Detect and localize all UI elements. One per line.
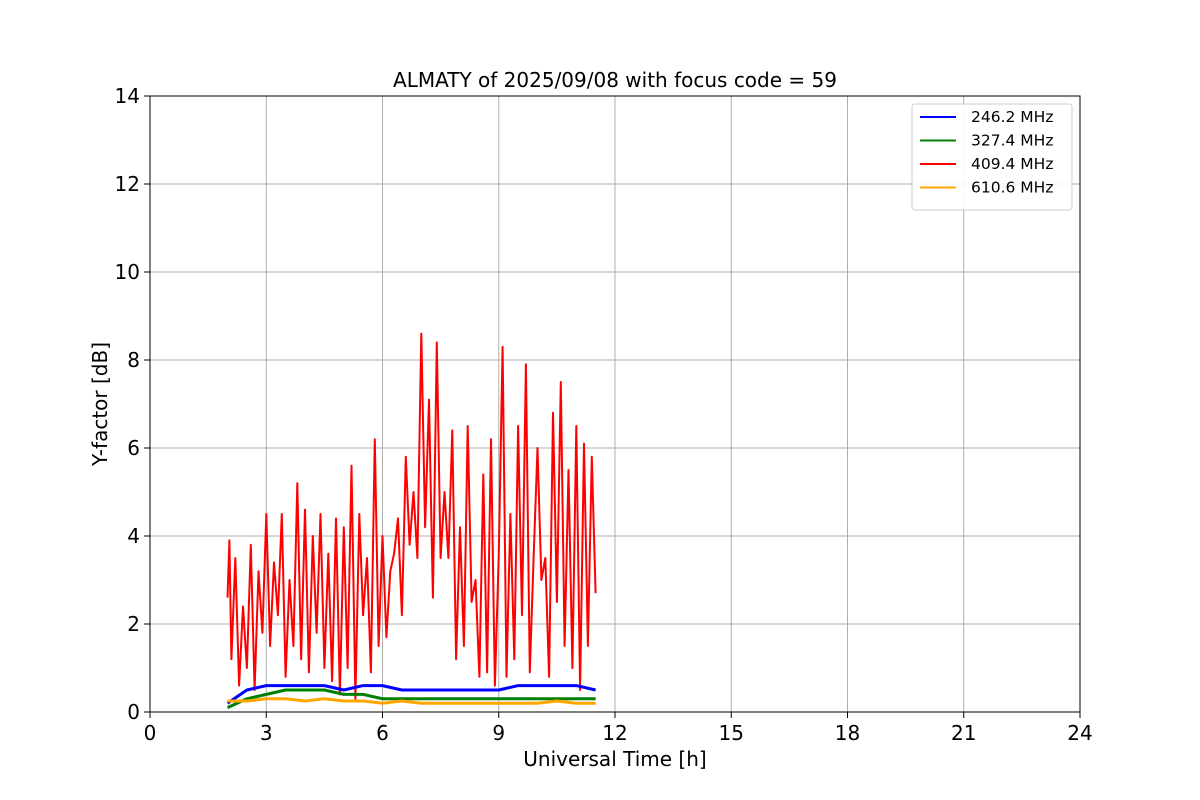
y-tick-label: 8	[127, 348, 140, 372]
legend-label: 409.4 MHz	[971, 155, 1053, 173]
x-tick-label: 0	[144, 721, 157, 745]
series-line-327-4-mhz	[226, 688, 596, 709]
series-line-246-2-mhz	[226, 684, 596, 705]
x-tick-label: 15	[719, 721, 744, 745]
x-tick-label: 21	[951, 721, 976, 745]
legend-box	[911, 103, 1073, 211]
legend-label: 327.4 MHz	[971, 132, 1053, 150]
x-tick-label: 12	[602, 721, 627, 745]
y-axis-title: Y-factor [dB]	[88, 342, 112, 467]
x-tick-label: 6	[376, 721, 389, 745]
x-tick-label: 24	[1067, 721, 1092, 745]
y-tick-label: 0	[127, 700, 140, 724]
x-tick-label: 9	[492, 721, 505, 745]
series-line-610-6-mhz	[227, 697, 596, 705]
y-tick-label: 2	[127, 612, 140, 636]
x-tick-label: 3	[260, 721, 273, 745]
x-tick-label: 18	[835, 721, 860, 745]
y-tick-label: 6	[127, 436, 140, 460]
chart-title: ALMATY of 2025/09/08 with focus code = 5…	[393, 68, 837, 92]
series-line-409-4-mhz	[226, 332, 597, 700]
legend-label: 610.6 MHz	[971, 179, 1053, 197]
legend: 246.2 MHz 327.4 MHz 409.4 MHz 610.6 MHz	[911, 103, 1073, 211]
series-lines	[226, 332, 597, 709]
legend-label: 246.2 MHz	[971, 108, 1053, 126]
y-tick-label: 14	[115, 84, 140, 108]
y-tick-label: 10	[115, 260, 140, 284]
y-tick-label: 12	[115, 172, 140, 196]
y-tick-label: 4	[127, 524, 140, 548]
x-axis-title: Universal Time [h]	[523, 747, 706, 771]
